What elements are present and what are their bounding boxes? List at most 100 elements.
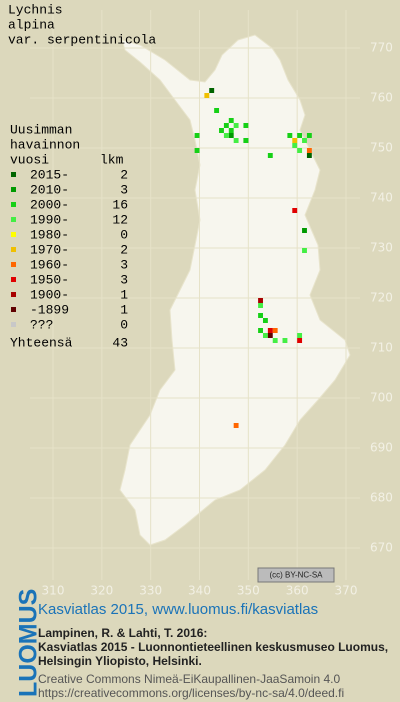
occurrence-square (267, 328, 273, 333)
occurrence-square (214, 108, 220, 113)
license-line[interactable]: https://creativecommons.org/licenses/by-… (38, 686, 344, 700)
x-tick-label: 350 (237, 584, 260, 598)
legend-count: 3 (120, 182, 128, 197)
occurrence-square (194, 148, 200, 153)
title-line: alpina (8, 17, 55, 32)
y-tick-label: 680 (370, 491, 393, 505)
occurrence-square (302, 248, 307, 253)
legend-count: 2 (120, 242, 128, 257)
y-tick-label: 750 (370, 141, 393, 155)
x-tick-label: 370 (335, 584, 358, 598)
occurrence-square (262, 318, 268, 323)
license-line: Creative Commons Nimeä-EiKaupallinen-Jaa… (38, 672, 340, 686)
license-badge-text: (cc) BY-NC-SA (269, 571, 323, 580)
legend-swatch (11, 202, 16, 207)
occurrence-square (228, 133, 234, 138)
citation-line: Lampinen, R. & Lahti, T. 2016: (38, 626, 207, 640)
legend-swatch (11, 292, 16, 297)
legend-label: 1990- (30, 212, 69, 227)
occurrence-square (194, 133, 200, 138)
occurrence-square (272, 328, 278, 333)
occurrence-square (297, 148, 303, 153)
legend-label: 1960- (30, 257, 69, 272)
occurrence-square (297, 338, 303, 343)
x-tick-label: 310 (42, 584, 65, 598)
y-tick-label: 670 (370, 541, 393, 555)
x-tick-label: 360 (286, 584, 309, 598)
occurrence-square (306, 153, 312, 158)
y-tick-label: 690 (370, 441, 393, 455)
legend-count: 2 (120, 167, 128, 182)
legend-count: 3 (120, 257, 128, 272)
occurrence-square (302, 138, 307, 143)
occurrence-square (258, 298, 263, 303)
legend-total-label: Yhteensä (10, 335, 73, 350)
y-tick-label: 700 (370, 391, 393, 405)
legend-count: 16 (112, 197, 128, 212)
occurrence-square (223, 123, 229, 128)
legend-swatch (11, 217, 16, 222)
occurrence-square (233, 138, 239, 143)
legend-count: 1 (120, 287, 128, 302)
legend-label: -1899 (30, 302, 69, 317)
logo: LUOMUS (15, 589, 43, 697)
occurrence-square (306, 148, 312, 153)
y-tick-label: 710 (370, 341, 393, 355)
legend-label: 1970- (30, 242, 69, 257)
occurrence-square (243, 138, 249, 143)
legend-count: 0 (120, 227, 128, 242)
legend-swatch (11, 277, 16, 282)
legend-swatch (11, 322, 16, 327)
legend-swatch (11, 262, 16, 267)
legend-heading: Uusimman (10, 122, 72, 137)
occurrence-square (306, 133, 312, 138)
legend-label: 1980- (30, 227, 69, 242)
occurrence-square (219, 128, 224, 133)
occurrence-square (258, 328, 263, 333)
occurrence-square (209, 88, 215, 93)
y-tick-label: 760 (370, 91, 393, 105)
y-tick-label: 730 (370, 241, 393, 255)
occurrence-square (233, 423, 239, 428)
legend-count: 1 (120, 302, 128, 317)
legend-year-header: vuosi (10, 152, 49, 167)
finland-outline (119, 34, 351, 546)
x-tick-label: 320 (90, 584, 113, 598)
citation-line: Kasviatlas 2015 - Luonnontieteellinen ke… (38, 640, 388, 654)
title-line: Lychnis (8, 2, 63, 17)
legend-label: 1950- (30, 272, 69, 287)
legend-label: 2000- (30, 197, 69, 212)
occurrence-square (297, 333, 303, 338)
x-tick-label: 330 (139, 584, 162, 598)
legend-total-count: 43 (112, 335, 128, 350)
occurrence-square (302, 228, 307, 233)
legend-heading: havainnon (10, 137, 80, 152)
y-tick-label: 740 (370, 191, 393, 205)
title-line: var. serpentinicola (8, 32, 156, 47)
occurrence-square (243, 123, 249, 128)
occurrence-square (292, 138, 298, 143)
citation-line: Helsingin Yliopisto, Helsinki. (38, 654, 202, 668)
occurrence-square (223, 133, 229, 138)
occurrence-square (228, 118, 234, 123)
legend-swatch (11, 232, 16, 237)
occurrence-square (272, 338, 278, 343)
occurrence-square (258, 313, 263, 318)
site-link[interactable]: Kasviatlas 2015, www.luomus.fi/kasviatla… (38, 601, 318, 618)
occurrence-square (287, 133, 293, 138)
legend-swatch (11, 247, 16, 252)
x-tick-label: 340 (188, 584, 211, 598)
occurrence-square (297, 133, 303, 138)
occurrence-square (233, 123, 239, 128)
occurrence-square (292, 143, 298, 148)
occurrence-square (267, 333, 273, 338)
license-badge (257, 567, 335, 583)
legend-label: 2010- (30, 182, 69, 197)
y-tick-label: 720 (370, 291, 393, 305)
legend-count: 12 (112, 212, 128, 227)
legend-label: ??? (30, 317, 53, 332)
occurrence-square (267, 153, 273, 158)
legend-count: 3 (120, 272, 128, 287)
y-tick-label: 770 (370, 41, 393, 55)
